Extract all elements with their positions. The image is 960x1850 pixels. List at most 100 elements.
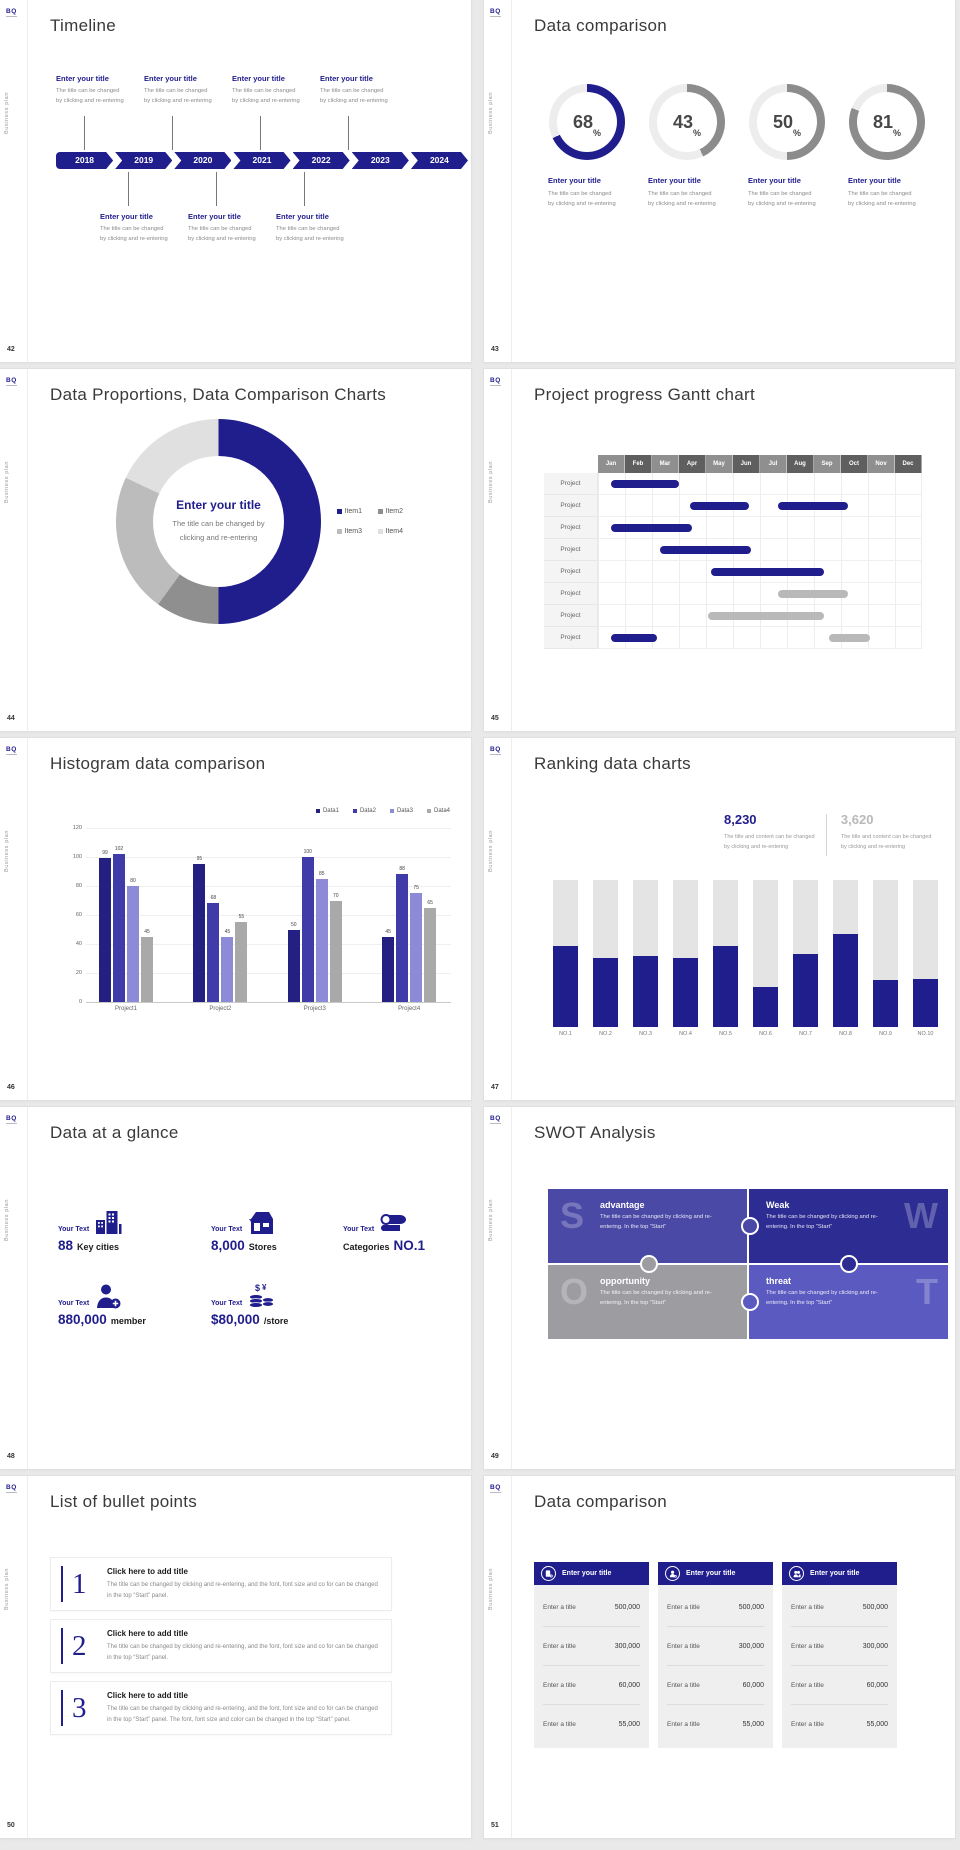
slide-title: Timeline bbox=[50, 16, 117, 35]
legend-item: Item3 bbox=[337, 528, 362, 535]
slide-number: 51 bbox=[491, 1822, 499, 1829]
swot-word: opportunity bbox=[600, 1276, 650, 1286]
bullet-rule bbox=[61, 1690, 63, 1726]
table-row: Enter a title 500,000 bbox=[543, 1588, 640, 1627]
bar-value-label: 102 bbox=[114, 846, 124, 853]
timeline-tick bbox=[128, 172, 129, 206]
ranking-track bbox=[673, 880, 698, 1027]
timeline-item-desc: The title can be changed by clicking and … bbox=[232, 88, 300, 105]
bar: 85 bbox=[315, 871, 328, 1002]
slide-number: 50 bbox=[7, 1822, 15, 1829]
timeline-item: Enter your title The title can be change… bbox=[144, 74, 230, 107]
ranking-stats: 8,230 The title and content can be chang… bbox=[724, 812, 941, 856]
percent-sign: % bbox=[693, 128, 702, 138]
slide-49-swot[interactable]: BQ Business plan 49 SWOT Analysis S adva… bbox=[484, 1107, 955, 1469]
slide-title: Histogram data comparison bbox=[50, 754, 266, 773]
slide-50-bullet-points[interactable]: BQ Business plan 50 List of bullet point… bbox=[0, 1476, 471, 1838]
gantt-month-header: Apr bbox=[679, 455, 706, 473]
slide-44-data-proportions[interactable]: BQ Business plan 44 Data Proportions, Da… bbox=[0, 369, 471, 731]
bar: 55 bbox=[235, 914, 248, 1002]
gantt-row-track bbox=[598, 473, 922, 495]
timeline-item-title: Enter your title bbox=[320, 74, 373, 83]
bullet-number-area: 2 bbox=[61, 1628, 107, 1664]
gantt-month-header: Sep bbox=[814, 455, 841, 473]
slide-46-histogram[interactable]: BQ Business plan 46 Histogram data compa… bbox=[0, 738, 471, 1100]
slide-content: List of bullet points 1 Click here to ad… bbox=[27, 1476, 471, 1838]
ring-title: Enter your title bbox=[848, 176, 901, 185]
swot-word: advantage bbox=[600, 1200, 645, 1210]
bullet-rule bbox=[61, 1628, 63, 1664]
bar-value-label: 50 bbox=[291, 921, 297, 928]
slide-43-data-comparison[interactable]: BQ Business plan 43 Data comparison 68% … bbox=[484, 0, 955, 362]
slide-title: Data comparison bbox=[534, 16, 668, 35]
slide-number: 49 bbox=[491, 1453, 499, 1460]
ranking-track bbox=[633, 880, 658, 1027]
bar-value-label: 85 bbox=[319, 870, 325, 877]
brand-logo: BQ bbox=[490, 1484, 501, 1491]
card-body: Enter a title 500,000 Enter a title 300,00… bbox=[658, 1585, 773, 1748]
timeline-year: 2023 bbox=[352, 152, 409, 169]
card-header: Enter your title bbox=[782, 1562, 897, 1585]
ranking-label: NO.7 bbox=[799, 1031, 812, 1037]
gantt-month-header: Jun bbox=[733, 455, 760, 473]
bar-value-label: 95 bbox=[196, 856, 203, 863]
brand-logo: BQ bbox=[6, 377, 17, 384]
ring-value: 81 bbox=[872, 111, 893, 132]
timeline: Enter your title The title can be change… bbox=[50, 38, 457, 318]
gantt-bar bbox=[778, 501, 849, 510]
gantt-row-label: Project bbox=[544, 495, 598, 517]
bullet-title: Click here to add title bbox=[107, 1629, 188, 1638]
sidebar-vertical-label: Business plan bbox=[488, 1199, 494, 1242]
puzzle-knob bbox=[840, 1255, 858, 1273]
gantt-row-track bbox=[598, 583, 922, 605]
bullet-title: Click here to add title bbox=[107, 1567, 188, 1576]
slide-content: Ranking data charts 8,230 The title and … bbox=[511, 738, 955, 1100]
bar-value-label: 88 bbox=[399, 866, 405, 873]
stat-secondary-desc: The title and content can be changed by c… bbox=[840, 834, 932, 850]
ranking-label: NO.6 bbox=[759, 1031, 772, 1037]
slide-45-gantt[interactable]: BQ Business plan 45 Project progress Gan… bbox=[484, 369, 955, 731]
timeline-item: Enter your title The title can be change… bbox=[276, 212, 362, 245]
bar: 45 bbox=[221, 929, 234, 1002]
stat-unit: Categories bbox=[343, 1242, 390, 1252]
percent-sign: % bbox=[793, 128, 802, 138]
slide-47-ranking[interactable]: BQ Business plan 47 Ranking data charts … bbox=[484, 738, 955, 1100]
gantt-row-track bbox=[598, 495, 922, 517]
user-plus-icon bbox=[665, 1566, 680, 1581]
chart-legend: Data1 Data2 Data3 Data4 bbox=[50, 808, 450, 814]
swot-weakness-quad: W Weak The title can be changed by click… bbox=[749, 1189, 948, 1263]
gantt-month-header: Jul bbox=[760, 455, 787, 473]
slide-title: Data comparison bbox=[534, 1492, 668, 1511]
table-row: Enter a title 60,000 bbox=[791, 1666, 888, 1705]
bullet-number: 1 bbox=[72, 1567, 87, 1600]
ranking-track bbox=[713, 880, 738, 1027]
bullet-item: 2 Click here to add title The title can … bbox=[50, 1619, 392, 1673]
bar: 99 bbox=[99, 850, 111, 1002]
legend-item: Item2 bbox=[378, 508, 403, 515]
gantt-bar bbox=[611, 479, 679, 488]
ring-center: 43% bbox=[657, 92, 717, 152]
bar-value-label: 70 bbox=[333, 892, 339, 899]
gantt-row-label: Project bbox=[544, 583, 598, 605]
ranking-fill bbox=[913, 978, 938, 1027]
slide-title: Data Proportions, Data Comparison Charts bbox=[50, 385, 387, 404]
ranking-fill bbox=[673, 957, 698, 1027]
ranking-label: NO.10 bbox=[917, 1031, 934, 1037]
timeline-tick bbox=[348, 116, 349, 150]
bullet-content: Click here to add title The title can be… bbox=[107, 1567, 381, 1601]
slide-content: Data comparison Enter your title Enter a… bbox=[511, 1476, 955, 1838]
percent-rings: 68% Enter your title The title can be ch… bbox=[536, 84, 941, 210]
timeline-item-title: Enter your title bbox=[56, 74, 109, 83]
stat-value-line: 880,000 member bbox=[58, 1312, 211, 1327]
gridline bbox=[86, 886, 451, 887]
timeline-tick bbox=[260, 116, 261, 150]
swot-content: advantage The title can be changed by cl… bbox=[600, 1200, 732, 1263]
slide-42-timeline[interactable]: BQ Business plan 42 Timeline Enter your … bbox=[0, 0, 471, 362]
slide-51-data-comparison[interactable]: BQ Business plan 51 Data comparison Ente… bbox=[484, 1476, 955, 1838]
sidebar-vertical-label: Business plan bbox=[488, 92, 494, 135]
donut-chart-area: Enter your title The title can be change… bbox=[50, 419, 457, 624]
timeline-item-desc: The title can be changed by clicking and … bbox=[56, 88, 124, 105]
puzzle-knob bbox=[741, 1293, 759, 1311]
legend-label: Data2 bbox=[359, 808, 376, 814]
slide-48-data-at-a-glance[interactable]: BQ Business plan 48 Data at a glance You… bbox=[0, 1107, 471, 1469]
